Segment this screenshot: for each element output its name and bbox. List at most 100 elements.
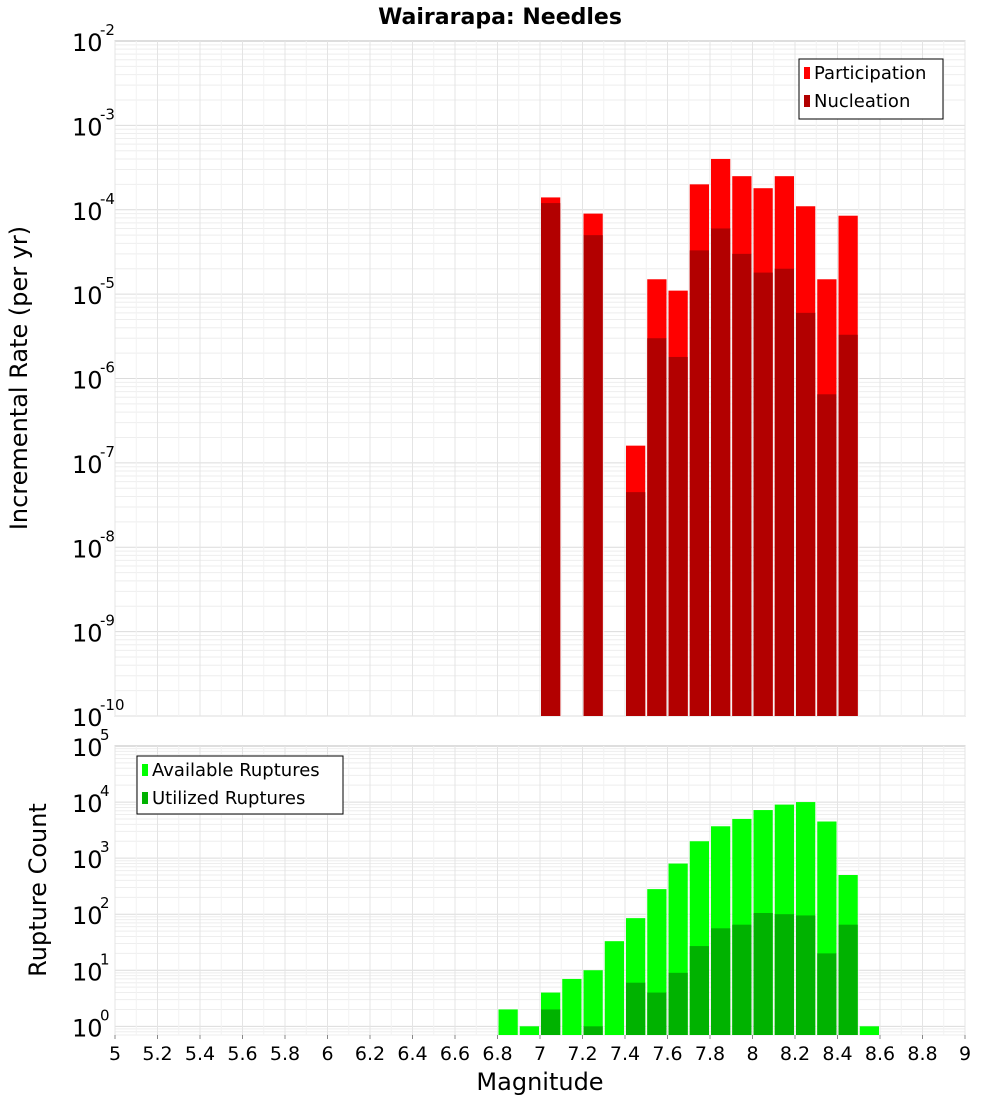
bar-available-ruptures-7.15 <box>562 978 582 1035</box>
x-tick-label: 8 <box>746 1043 758 1065</box>
y-tick-exponent: 0 <box>100 1006 110 1024</box>
bar-utilized-ruptures-8.35 <box>817 953 837 1035</box>
bar-utilized-ruptures-7.65 <box>668 972 688 1035</box>
bar-utilized-ruptures-8.25 <box>796 915 816 1035</box>
y-tick-exponent: -6 <box>100 359 115 377</box>
y-tick-label: 10 <box>72 451 103 479</box>
x-tick-label: 7.2 <box>567 1043 597 1065</box>
y-tick-exponent: 2 <box>100 894 110 912</box>
y-tick-exponent: -10 <box>100 696 125 714</box>
bar-nucleation-7.65 <box>668 356 688 716</box>
bottom-bars <box>498 802 879 1035</box>
y-tick-label: 10 <box>72 1014 103 1042</box>
bar-utilized-ruptures-8.45 <box>838 924 858 1035</box>
bar-nucleation-7.95 <box>732 253 752 716</box>
y-tick-label: 10 <box>72 620 103 648</box>
legend-swatch <box>804 95 810 107</box>
bar-utilized-ruptures-7.45 <box>626 982 646 1035</box>
legend-label: Participation <box>814 63 926 84</box>
y-tick-exponent: 4 <box>100 782 110 800</box>
bar-available-ruptures-7.35 <box>604 941 624 1035</box>
bottom-y-axis-title: Rupture Count <box>24 803 52 977</box>
y-tick-label: 10 <box>72 734 103 762</box>
y-tick-exponent: 1 <box>100 950 110 968</box>
bar-nucleation-8.15 <box>774 268 794 716</box>
chart-title: Wairarapa: Needles <box>378 5 622 30</box>
top-bars <box>541 158 858 717</box>
bar-available-ruptures-7.25 <box>583 970 603 1035</box>
top-y-axis-title: Incremental Rate (per yr) <box>5 226 33 530</box>
bar-available-ruptures-8.55 <box>859 1026 879 1035</box>
x-tick-label: 5.6 <box>227 1043 257 1065</box>
legend-swatch <box>142 764 148 776</box>
x-tick-label: 7.6 <box>652 1043 682 1065</box>
y-tick-exponent: -3 <box>100 105 115 123</box>
legend-swatch <box>804 67 810 79</box>
bar-available-ruptures-6.95 <box>519 1026 539 1035</box>
y-tick-exponent: 3 <box>100 838 110 856</box>
bar-nucleation-8.05 <box>753 272 773 716</box>
x-tick-label: 7 <box>534 1043 546 1065</box>
x-tick-label: 5.8 <box>270 1043 300 1065</box>
bar-utilized-ruptures-7.85 <box>711 928 731 1035</box>
y-tick-label: 10 <box>72 790 103 818</box>
bar-utilized-ruptures-7.95 <box>732 924 752 1035</box>
x-tick-label: 7.4 <box>610 1043 640 1065</box>
legend-swatch <box>142 792 148 804</box>
x-tick-label: 6.8 <box>482 1043 512 1065</box>
bar-nucleation-8.45 <box>838 334 858 716</box>
x-tick-label: 6.2 <box>355 1043 385 1065</box>
x-tick-label: 8.8 <box>907 1043 937 1065</box>
y-tick-label: 10 <box>72 113 103 141</box>
x-tick-label: 9 <box>959 1043 971 1065</box>
y-tick-exponent: -5 <box>100 274 115 292</box>
x-tick-label: 5.2 <box>142 1043 172 1065</box>
bar-nucleation-7.05 <box>541 203 561 716</box>
bar-utilized-ruptures-7.75 <box>689 946 709 1035</box>
x-tick-label: 6 <box>321 1043 333 1065</box>
bar-nucleation-7.45 <box>626 492 646 716</box>
x-tick-label: 8.6 <box>865 1043 895 1065</box>
bar-available-ruptures-6.85 <box>498 1009 518 1035</box>
y-tick-exponent: -4 <box>100 190 115 208</box>
x-tick-label: 6.4 <box>397 1043 427 1065</box>
bar-nucleation-7.25 <box>583 235 603 716</box>
bar-nucleation-8.35 <box>817 394 837 716</box>
x-ticks: 5 5.2 5.4 5.6 5.8 6 6.2 6.4 6.6 6.8 7 7.2 7.4 7.6 7.8 8… <box>109 1035 971 1065</box>
bar-nucleation-7.75 <box>689 250 709 717</box>
y-tick-label: 10 <box>72 958 103 986</box>
bar-utilized-ruptures-7.55 <box>647 992 667 1035</box>
top-grid <box>114 41 966 717</box>
x-tick-label: 5.4 <box>185 1043 215 1065</box>
x-tick-label: 6.6 <box>440 1043 470 1065</box>
y-tick-label: 10 <box>72 29 103 57</box>
legend-label: Nucleation <box>814 91 910 112</box>
y-tick-label: 10 <box>72 704 103 732</box>
x-tick-label: 7.8 <box>695 1043 725 1065</box>
y-tick-exponent: 5 <box>100 726 110 744</box>
y-tick-label: 10 <box>72 282 103 310</box>
bar-utilized-ruptures-7.25 <box>583 1026 603 1035</box>
y-tick-label: 10 <box>72 198 103 226</box>
legend-box <box>136 755 344 815</box>
x-tick-label: 8.4 <box>822 1043 852 1065</box>
legend-label: Available Ruptures <box>152 760 320 781</box>
y-tick-exponent: -2 <box>100 21 115 39</box>
y-tick-exponent: -7 <box>100 443 115 461</box>
y-tick-exponent: -9 <box>100 612 115 630</box>
bar-nucleation-8.25 <box>796 312 816 716</box>
bottom-legend: Available Ruptures Utilized Ruptures <box>136 755 344 815</box>
y-tick-label: 10 <box>72 846 103 874</box>
x-tick-label: 5 <box>109 1043 121 1065</box>
x-axis-title: Magnitude <box>476 1068 603 1096</box>
y-tick-label: 10 <box>72 367 103 395</box>
x-tick-label: 8.2 <box>780 1043 810 1065</box>
bar-utilized-ruptures-7.05 <box>541 1009 561 1035</box>
bar-utilized-ruptures-8.05 <box>753 913 773 1035</box>
bar-utilized-ruptures-8.15 <box>774 914 794 1035</box>
legend-label: Utilized Ruptures <box>152 788 305 809</box>
